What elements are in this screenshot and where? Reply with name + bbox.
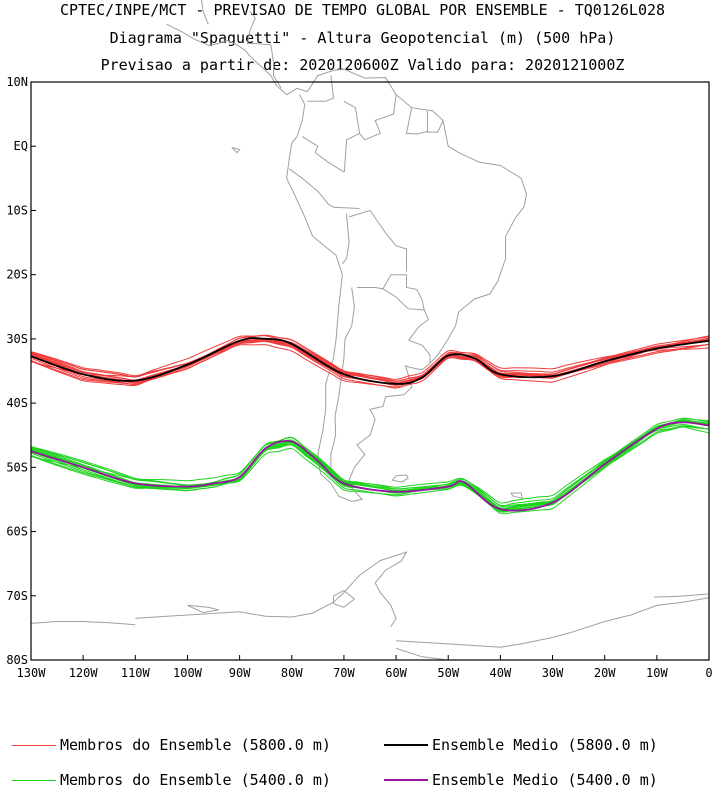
legend-swatch-members-5400 <box>12 779 56 781</box>
mean-line-5400 <box>30 421 710 512</box>
x-tick-label: 50W <box>437 666 459 680</box>
x-tick-label: 110W <box>121 666 151 680</box>
x-tick-label: 100W <box>173 666 203 680</box>
x-tick-label: 40W <box>490 666 512 680</box>
x-tick-label: 10W <box>646 666 668 680</box>
legend-members-5800: Membros do Ensemble (5800.0 m) <box>12 736 331 754</box>
axis-ticks: 130W 120W 110W 100W 90W 80W 70W 60W 50W 40W 30W 20W… <box>6 75 712 680</box>
legend-label-members-5400: Membros do Ensemble (5400.0 m) <box>60 771 331 789</box>
ensemble-means <box>30 337 710 512</box>
y-tick-label: EQ <box>14 139 28 153</box>
x-tick-label: 60W <box>385 666 407 680</box>
y-tick-label: 20S <box>6 268 28 282</box>
legend-label-mean-5800: Ensemble Medio (5800.0 m) <box>432 736 658 754</box>
legend-swatch-mean-5800 <box>384 744 428 746</box>
y-tick-label: 60S <box>6 525 28 539</box>
y-tick-label: 70S <box>6 589 28 603</box>
legend-mean-5800: Ensemble Medio (5800.0 m) <box>384 736 658 754</box>
legend-label-members-5800: Membros do Ensemble (5800.0 m) <box>60 736 331 754</box>
plot-frame <box>30 81 710 661</box>
x-tick-label: 70W <box>333 666 355 680</box>
x-tick-label: 30W <box>542 666 564 680</box>
member-line-5400-13 <box>30 426 710 510</box>
y-tick-label: 30S <box>6 332 28 346</box>
y-tick-label: 10S <box>6 203 28 217</box>
x-tick-label: 120W <box>69 666 99 680</box>
spaghetti-chart: 130W 120W 110W 100W 90W 80W 70W 60W 50W 40W 30W 20W… <box>6 0 713 680</box>
x-tick-label: 130W <box>17 666 47 680</box>
legend-mean-5400: Ensemble Medio (5400.0 m) <box>384 771 658 789</box>
map-outlines <box>30 0 710 661</box>
chart-title-line2: Diagrama "Spaguetti" - Altura Geopotenci… <box>109 29 616 47</box>
member-line-5400-14 <box>30 418 710 515</box>
member-line-5400-2 <box>30 423 710 510</box>
chart-title-line1: CPTEC/INPE/MCT - PREVISAO DE TEMPO GLOBA… <box>59 1 666 19</box>
x-tick-label: 80W <box>281 666 303 680</box>
x-tick-label: 20W <box>594 666 616 680</box>
x-tick-label: 90W <box>229 666 251 680</box>
mean-line-5800 <box>30 337 710 385</box>
y-tick-label: 10N <box>6 75 28 89</box>
chart-title-line3: Previsao a partir de: 2020120600Z Valido… <box>100 56 625 74</box>
y-tick-label: 80S <box>6 653 28 667</box>
ensemble-members <box>30 334 710 515</box>
member-line-5800-10 <box>30 338 710 384</box>
legend-swatch-members-5800 <box>12 744 56 746</box>
legend-members-5400: Membros do Ensemble (5400.0 m) <box>12 771 331 789</box>
y-tick-label: 40S <box>6 396 28 410</box>
legend-label-mean-5400: Ensemble Medio (5400.0 m) <box>432 771 658 789</box>
member-line-5400-10 <box>30 420 710 512</box>
legend-swatch-mean-5400 <box>384 779 428 781</box>
x-tick-label: 0 <box>705 666 712 680</box>
y-tick-label: 50S <box>6 460 28 474</box>
